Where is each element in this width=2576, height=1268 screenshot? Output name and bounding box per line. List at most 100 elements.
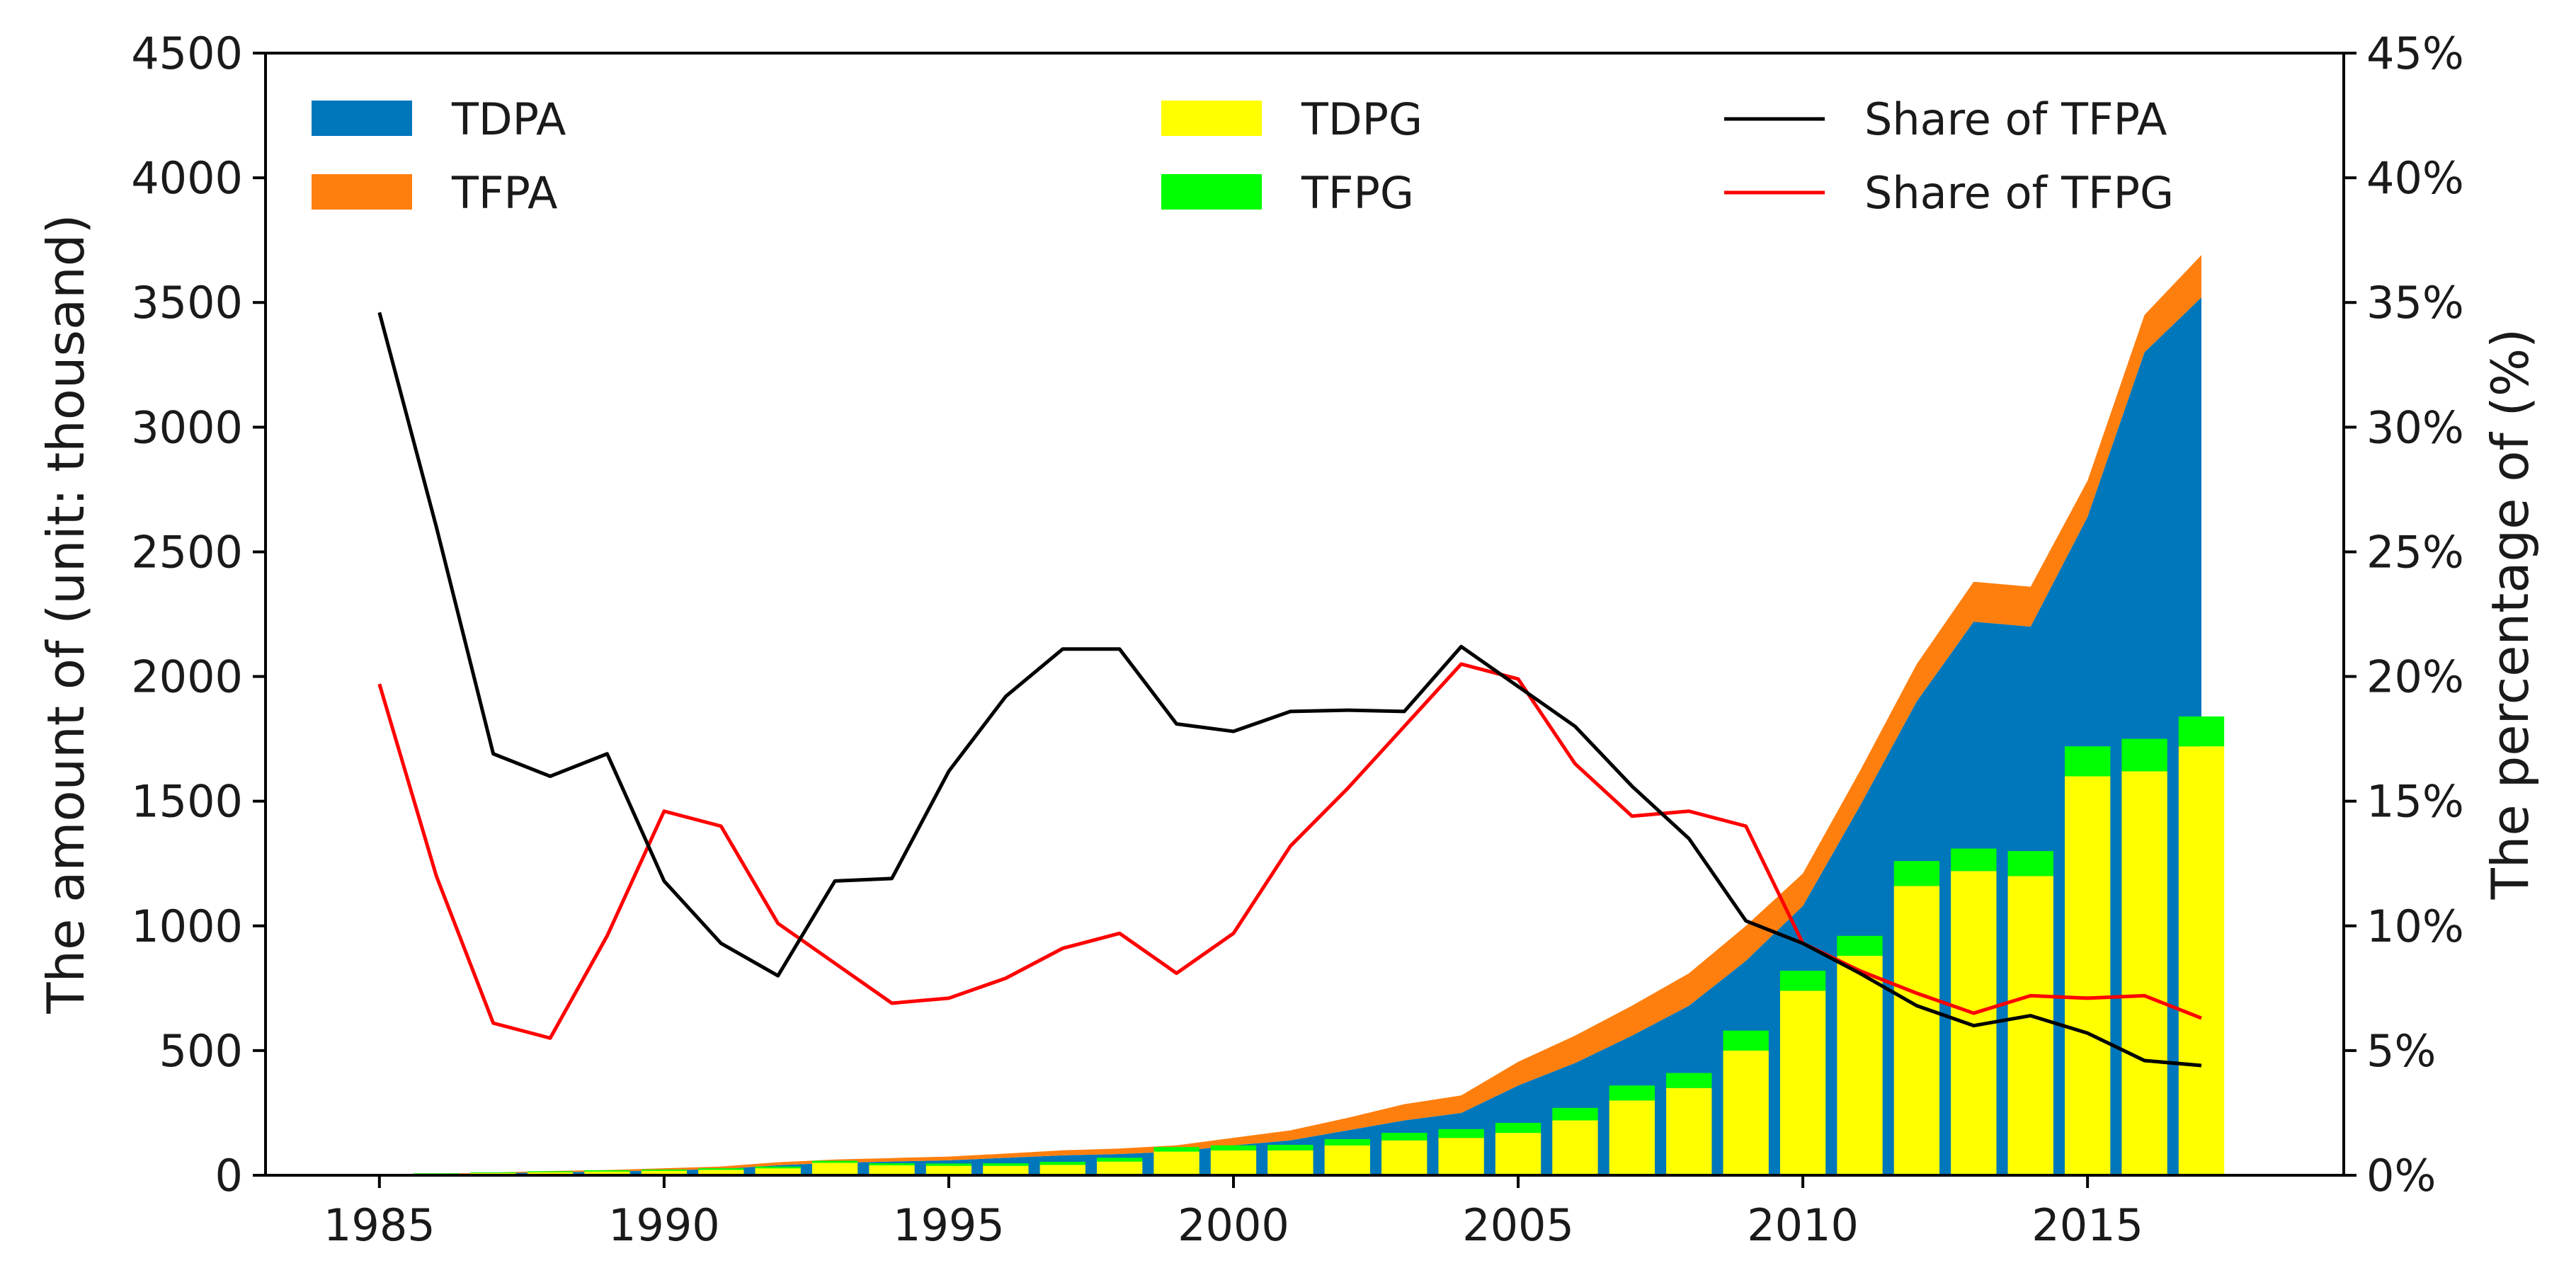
bar-tfpg-2010 xyxy=(1779,971,1826,991)
legend-label-share-of-tfpg: Share of TFPG xyxy=(1864,167,2174,219)
bar-tdpg-1989 xyxy=(584,1171,630,1175)
bar-tfpg-2005 xyxy=(1495,1123,1541,1133)
bar-tdpg-2012 xyxy=(1893,886,1940,1175)
y-tick-label-right-5: 5% xyxy=(2366,1025,2436,1077)
bar-tfpg-1991 xyxy=(698,1168,744,1170)
bar-tfpg-2001 xyxy=(1267,1145,1313,1150)
bar-tdpg-1990 xyxy=(641,1170,688,1175)
bar-tdpg-2014 xyxy=(2007,876,2053,1175)
bar-tdpg-1994 xyxy=(869,1165,915,1175)
bar-tdpg-1999 xyxy=(1153,1151,1199,1175)
legend-label-share-of-tfpa: Share of TFPA xyxy=(1864,93,2167,145)
bar-tdpg-1998 xyxy=(1097,1161,1143,1175)
bar-tdpg-1997 xyxy=(1039,1165,1085,1175)
y-tick-label-left-0: 0 xyxy=(215,1150,243,1201)
bar-tdpg-1996 xyxy=(983,1165,1029,1175)
y-tick-label-left-3000: 3000 xyxy=(131,401,243,453)
bar-tfpg-2016 xyxy=(2121,738,2167,772)
plot-frame xyxy=(264,52,2345,1177)
legend-swatch-tdpg xyxy=(1161,101,1262,136)
y-tick-label-right-0: 0% xyxy=(2366,1150,2436,1201)
area-tfpa xyxy=(379,255,2201,1175)
x-tick-label-1995: 1995 xyxy=(893,1199,1005,1251)
bar-tfpg-2011 xyxy=(1837,935,1883,956)
bar-tdpg-2001 xyxy=(1267,1150,1313,1175)
x-tick-label-1985: 1985 xyxy=(324,1199,435,1251)
bar-tfpg-1996 xyxy=(983,1163,1029,1166)
bar-tfpg-2008 xyxy=(1666,1073,1712,1088)
y-tick-label-right-35: 35% xyxy=(2366,277,2464,329)
bar-tfpg-1992 xyxy=(755,1166,801,1169)
bar-tdpg-2015 xyxy=(2064,776,2111,1175)
bar-tdpg-2016 xyxy=(2121,771,2167,1175)
legend-label-tfpg: TFPG xyxy=(1301,167,1414,219)
y-tick-label-left-4000: 4000 xyxy=(131,152,243,204)
bar-tdpg-2017 xyxy=(2178,746,2225,1175)
bar-tdpg-2002 xyxy=(1324,1145,1370,1175)
bar-tfpg-2007 xyxy=(1609,1085,1655,1101)
bar-tfpg-1999 xyxy=(1153,1147,1199,1152)
bar-tdpg-2008 xyxy=(1666,1087,1712,1175)
x-tick-label-2000: 2000 xyxy=(1178,1199,1289,1251)
y-tick-label-left-2500: 2500 xyxy=(131,526,243,578)
y-tick-label-left-4500: 4500 xyxy=(131,28,243,79)
bar-tdpg-2003 xyxy=(1381,1140,1427,1175)
bar-tfpg-2002 xyxy=(1324,1138,1370,1146)
bar-tfpg-2017 xyxy=(2178,716,2225,747)
y-tick-label-left-3500: 3500 xyxy=(131,277,243,329)
legend-swatch-tfpa xyxy=(312,174,412,210)
y-tick-label-left-1500: 1500 xyxy=(131,776,243,828)
x-tick-label-1990: 1990 xyxy=(608,1199,720,1251)
bar-tdpg-2011 xyxy=(1837,956,1883,1175)
bar-tfpg-2003 xyxy=(1381,1133,1427,1141)
bar-tdpg-2006 xyxy=(1552,1120,1598,1175)
y-tick-label-right-15: 15% xyxy=(2366,776,2464,828)
bar-tfpg-1986 xyxy=(414,1173,460,1174)
bar-tfpg-1995 xyxy=(925,1163,972,1166)
x-tick-label-2005: 2005 xyxy=(1462,1199,1574,1251)
x-tick-label-2015: 2015 xyxy=(2031,1199,2143,1251)
line-share-of-tfpa xyxy=(377,312,2202,1068)
bar-tfpg-2015 xyxy=(2064,746,2111,777)
y-tick-label-right-30: 30% xyxy=(2366,401,2464,453)
bar-tfpg-2013 xyxy=(1951,848,1997,872)
bar-tdpg-2004 xyxy=(1438,1138,1484,1175)
bar-tfpg-1988 xyxy=(527,1171,574,1172)
bar-tfpg-2006 xyxy=(1552,1107,1598,1121)
bar-tfpg-1994 xyxy=(869,1163,915,1165)
y-tick-label-right-20: 20% xyxy=(2366,651,2464,703)
y-axis-title-right: The percentage of (%) xyxy=(2480,329,2540,900)
legend-label-tfpa: TFPA xyxy=(451,167,557,219)
bar-tfpg-1998 xyxy=(1097,1158,1143,1162)
bar-tdpg-1993 xyxy=(811,1163,858,1175)
y-tick-label-right-10: 10% xyxy=(2366,901,2464,952)
y-tick-label-right-25: 25% xyxy=(2366,526,2464,578)
bar-tfpg-1987 xyxy=(470,1172,516,1173)
y-tick-label-left-2000: 2000 xyxy=(131,651,243,703)
line-share-of-tfpg xyxy=(377,662,2202,1040)
bar-tfpg-2009 xyxy=(1723,1030,1769,1051)
y-tick-label-right-45: 45% xyxy=(2366,28,2464,79)
bar-tdpg-2010 xyxy=(1779,990,1826,1175)
legend-label-tdpg: TDPG xyxy=(1301,93,1423,145)
bar-tdpg-2009 xyxy=(1723,1050,1769,1175)
bar-tdpg-1988 xyxy=(527,1172,574,1175)
bar-tdpg-1992 xyxy=(755,1168,801,1175)
bar-tfpg-1997 xyxy=(1039,1161,1085,1165)
bar-tfpg-1989 xyxy=(584,1170,630,1172)
y-tick-label-right-40: 40% xyxy=(2366,152,2464,204)
legend-swatch-tdpa xyxy=(312,101,412,136)
legend-label-tdpa: TDPA xyxy=(451,93,566,145)
bar-tdpg-2007 xyxy=(1609,1100,1655,1175)
bar-tdpg-1991 xyxy=(698,1170,744,1175)
bar-tfpg-2014 xyxy=(2007,851,2053,876)
bar-tdpg-2000 xyxy=(1210,1150,1257,1175)
x-tick-label-2010: 2010 xyxy=(1747,1199,1859,1251)
bar-tfpg-2012 xyxy=(1893,861,1940,886)
bar-tfpg-2004 xyxy=(1438,1129,1484,1138)
legend-swatch-tfpg xyxy=(1161,174,1262,210)
bar-tfpg-2000 xyxy=(1210,1145,1257,1150)
bar-tdpg-1995 xyxy=(925,1165,972,1175)
bar-tfpg-1990 xyxy=(641,1169,688,1171)
